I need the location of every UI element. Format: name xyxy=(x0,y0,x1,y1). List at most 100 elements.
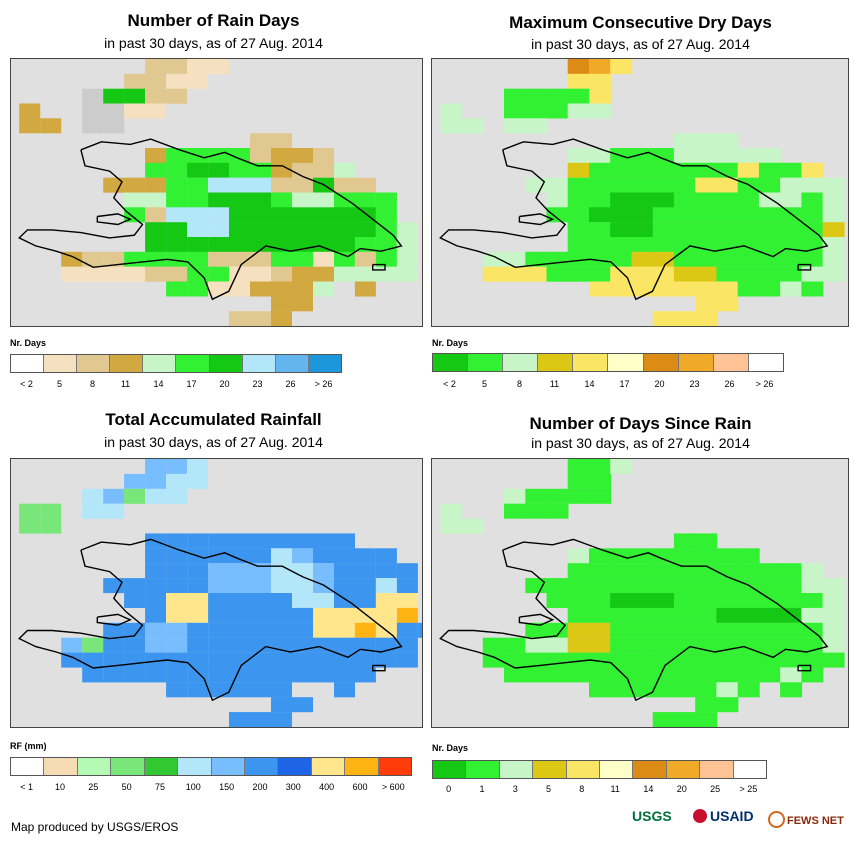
legend-swatch xyxy=(600,761,634,778)
island-outline xyxy=(372,664,386,672)
grid-cell xyxy=(673,578,696,594)
grid-cell xyxy=(145,637,167,653)
grid-cell xyxy=(208,578,230,594)
grid-cell xyxy=(40,503,62,519)
grid-cell xyxy=(652,237,675,252)
grid-cell xyxy=(758,281,781,297)
legend-label: 3 xyxy=(512,784,518,794)
grid-cell xyxy=(166,162,188,178)
grid-cell xyxy=(313,533,334,549)
grid-cell xyxy=(652,177,675,193)
grid-cell xyxy=(229,251,250,267)
grid-cell xyxy=(271,548,292,564)
grid-cell xyxy=(610,578,633,594)
legend-swatch xyxy=(538,354,574,371)
grid-cell xyxy=(396,637,418,653)
grid-cell xyxy=(292,266,313,282)
grid-cell xyxy=(567,88,590,104)
usaid-flag-icon xyxy=(693,809,707,823)
grid-cell xyxy=(822,251,845,267)
map-rain-days xyxy=(10,58,423,327)
grid-cell xyxy=(145,192,167,208)
legend-label: 5 xyxy=(56,379,63,389)
grid-cell xyxy=(229,162,250,178)
coastline xyxy=(439,138,829,301)
grid-cell xyxy=(822,177,845,193)
grid-cell xyxy=(631,207,654,223)
grid-cell xyxy=(208,281,230,297)
grid-cell xyxy=(375,563,397,579)
grid-cell xyxy=(166,88,188,104)
grid-cell xyxy=(145,162,167,178)
grid-cell xyxy=(589,459,611,474)
grid-cell xyxy=(334,682,355,698)
legend-swatch xyxy=(11,355,45,372)
legend-label: 23 xyxy=(252,379,263,389)
grid-cell xyxy=(546,488,569,504)
grid-cell xyxy=(292,281,313,297)
grid-cell xyxy=(822,607,845,623)
grid-cell xyxy=(673,667,696,683)
grid-cell xyxy=(589,548,611,564)
grid-cell xyxy=(737,162,760,178)
grid-cell xyxy=(187,533,209,549)
grid-cell xyxy=(145,251,167,267)
grid-cell xyxy=(271,533,292,549)
grid-cell xyxy=(334,222,355,238)
legend-swatch xyxy=(643,354,679,371)
grid-cell xyxy=(250,177,271,193)
grid-cell xyxy=(504,88,526,104)
grid-cell xyxy=(567,266,590,282)
grid-cell xyxy=(103,177,125,193)
grid-cell xyxy=(737,266,760,282)
grid-cell xyxy=(695,697,718,713)
legend-label: 20 xyxy=(654,379,665,389)
grid-cell xyxy=(145,473,167,489)
grid-cell xyxy=(61,652,83,668)
grid-cell xyxy=(187,162,209,178)
grid-cell xyxy=(313,637,334,653)
grid-cell xyxy=(589,622,611,638)
grid-cell xyxy=(780,682,803,698)
grid-cell xyxy=(567,59,590,74)
grid-cell xyxy=(271,697,292,713)
grid-cell xyxy=(271,563,292,579)
legend-label: < 2 xyxy=(20,379,33,389)
grid-cell xyxy=(589,593,611,608)
grid-cell xyxy=(292,548,313,564)
grid-cell xyxy=(801,251,824,267)
grid-cell xyxy=(334,637,355,653)
grid-cell xyxy=(567,459,590,474)
grid-cell xyxy=(482,266,505,282)
legend-swatch xyxy=(433,761,467,778)
grid-cell xyxy=(737,281,760,297)
grid-cell xyxy=(695,682,718,698)
grid-cell xyxy=(525,667,548,683)
legend-swatch xyxy=(311,758,346,775)
legend-label: 8 xyxy=(89,379,96,389)
legend-swatch xyxy=(378,758,412,775)
grid-cell xyxy=(716,607,739,623)
grid-cell xyxy=(250,593,271,608)
grid-cell xyxy=(758,593,781,608)
grid-cell xyxy=(716,162,739,178)
grid-cell xyxy=(271,622,292,638)
grid-cell xyxy=(801,266,824,282)
grid-cell xyxy=(271,607,292,623)
grid-cell xyxy=(673,622,696,638)
grid-cell xyxy=(695,578,718,594)
grid-cell xyxy=(208,192,230,208)
grid-cell xyxy=(334,563,355,579)
grid-cell xyxy=(271,311,292,326)
grid-cell xyxy=(780,622,803,638)
grid-cell xyxy=(250,533,271,549)
legend-label: 26 xyxy=(285,379,296,389)
grid-cell xyxy=(589,207,611,223)
grid-cell xyxy=(19,118,41,134)
legend-label: 26 xyxy=(724,379,735,389)
grid-cell xyxy=(417,622,422,638)
grid-cell xyxy=(652,622,675,638)
grid-cell xyxy=(396,622,418,638)
legend-label: 20 xyxy=(676,784,687,794)
grid-cell xyxy=(482,637,505,653)
